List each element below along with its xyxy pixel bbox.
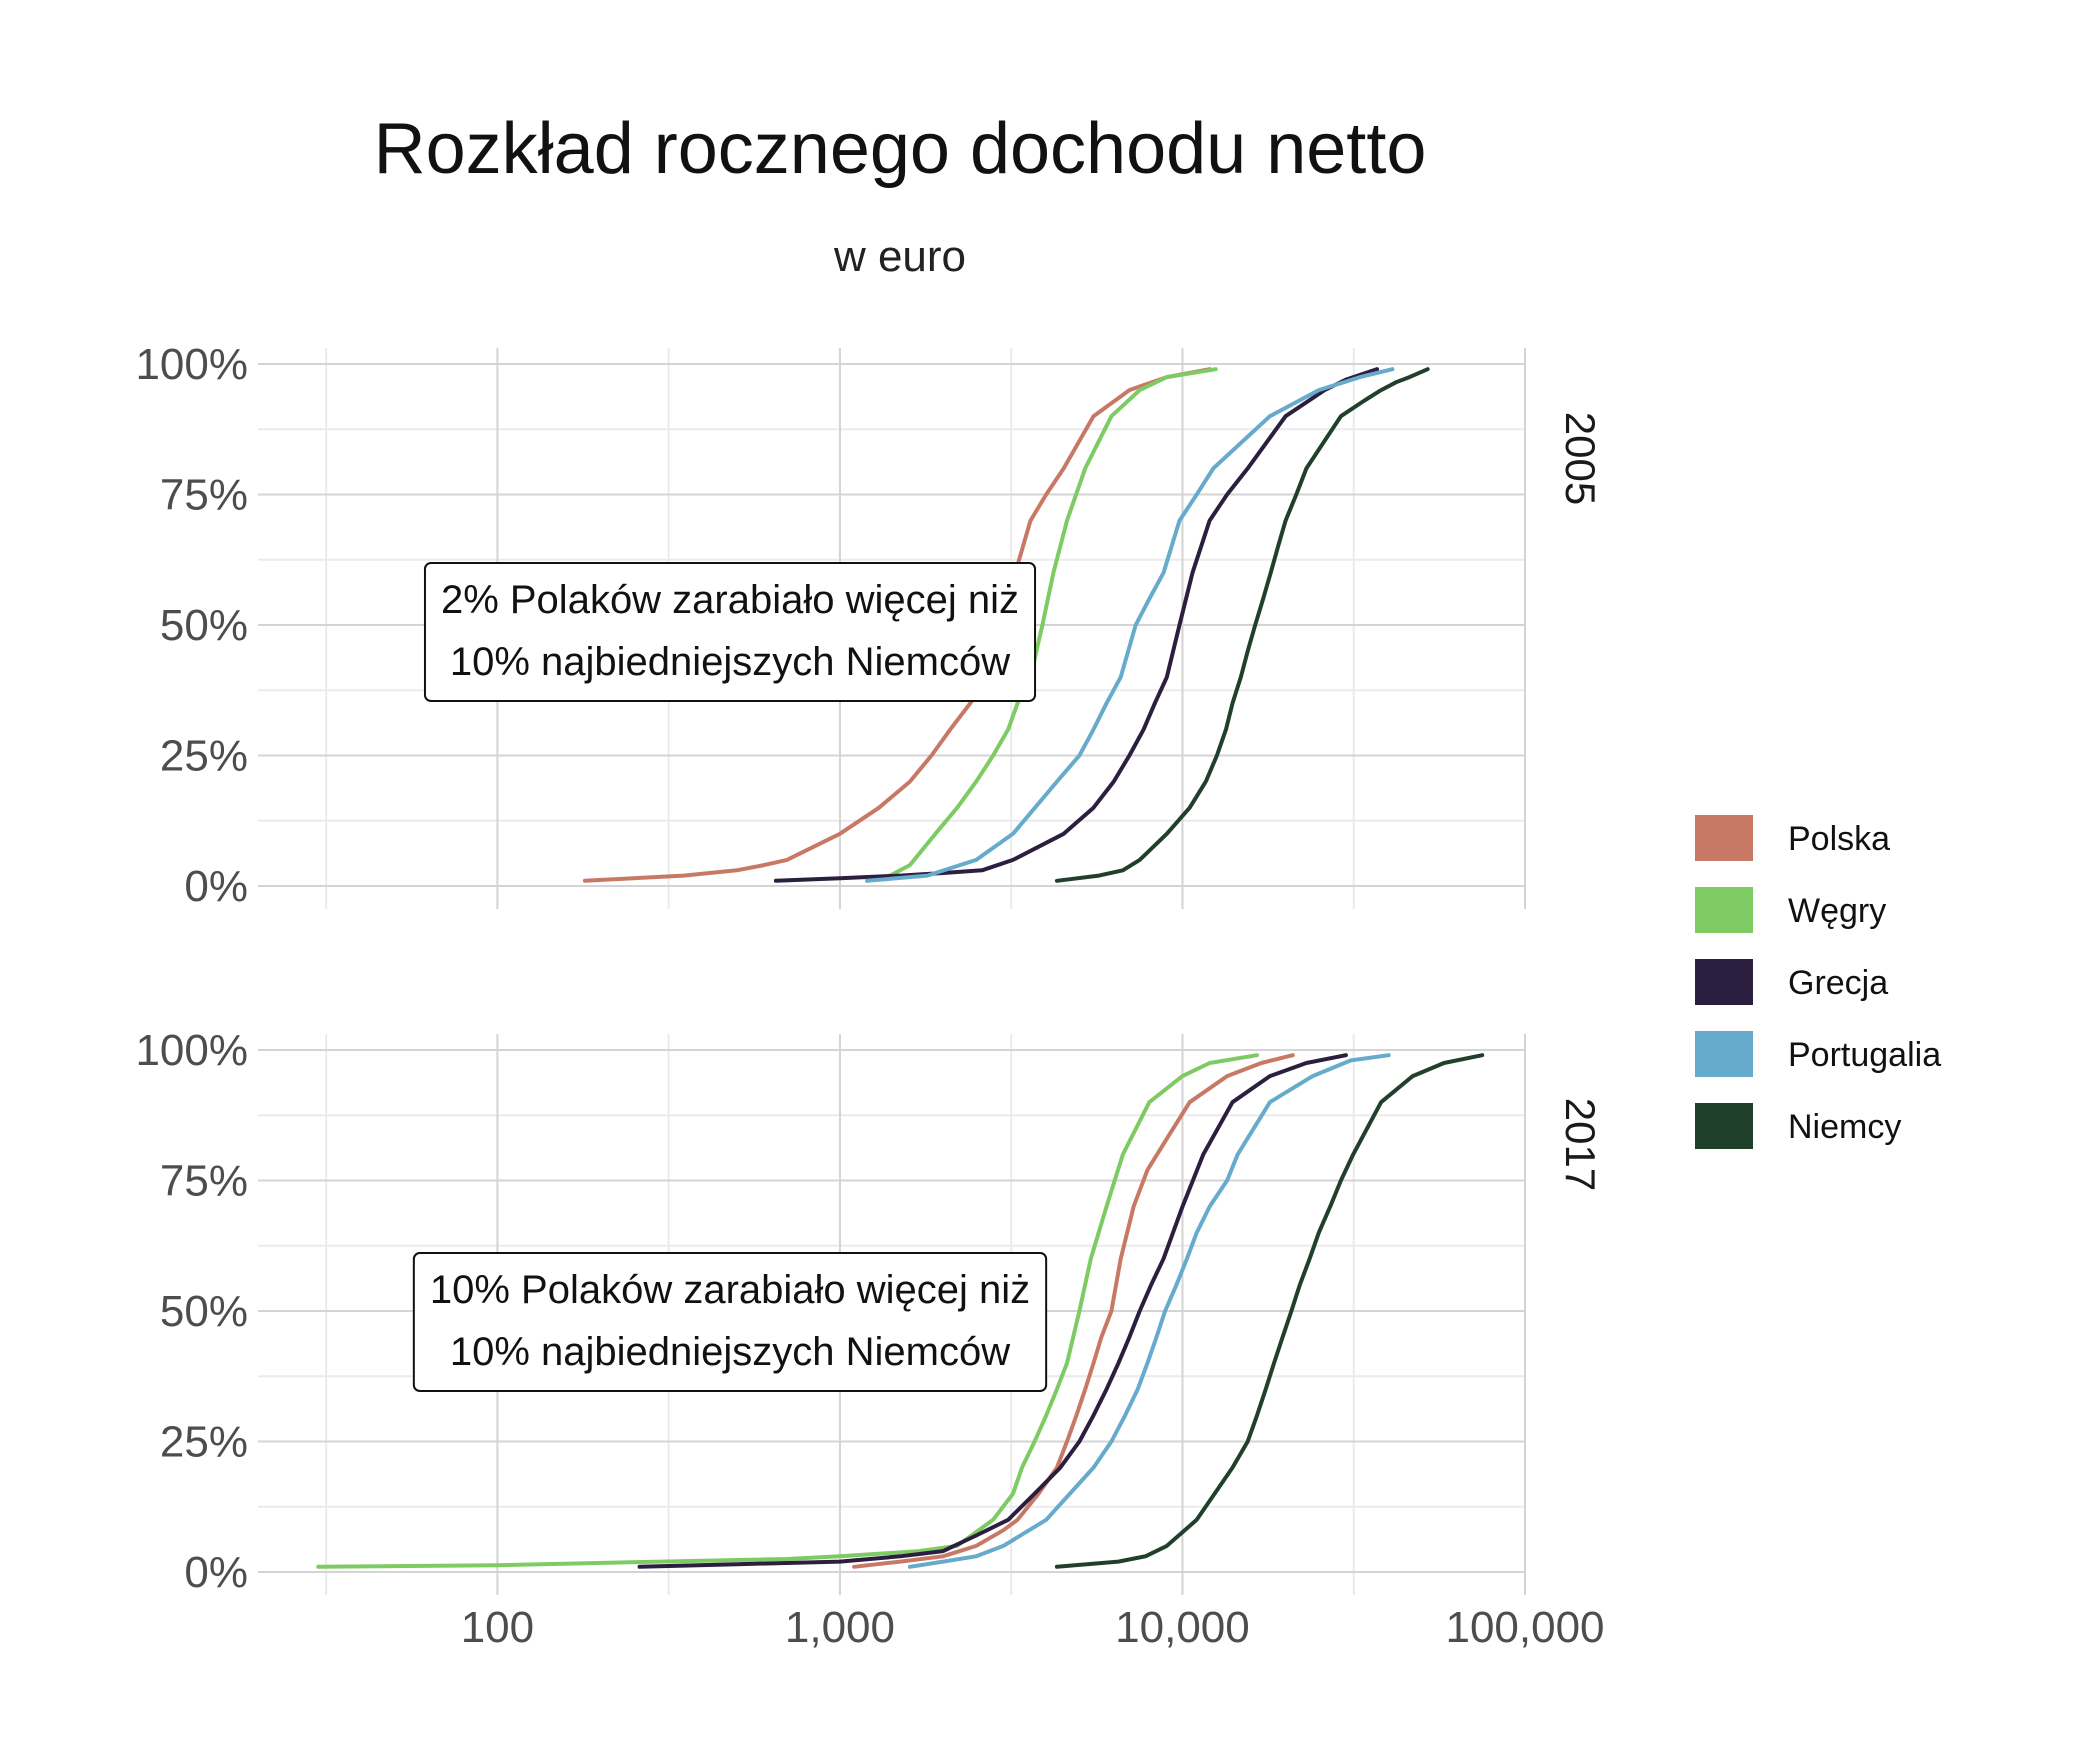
legend-swatch xyxy=(1695,1031,1753,1077)
y-tick-label: 100% xyxy=(135,1026,248,1075)
x-tick-label: 10,000 xyxy=(1115,1603,1250,1652)
y-tick-label: 75% xyxy=(160,471,248,520)
legend: Polska Węgry Grecja Portugalia Niemcy xyxy=(1695,815,1941,1149)
y-tick-label: 75% xyxy=(160,1157,248,1206)
x-tick-label: 1,000 xyxy=(785,1603,895,1652)
series-line-portugalia xyxy=(907,1053,1391,1569)
annotation-text: 10% najbiedniejszych Niemców xyxy=(450,1330,1010,1374)
series-line-polska xyxy=(582,367,1212,883)
annotation-text: 10% Polaków zarabiało więcej niż xyxy=(430,1268,1030,1312)
legend-label: Portugalia xyxy=(1788,1036,1941,1074)
annotation-box xyxy=(412,1252,1048,1392)
series-line-niemcy xyxy=(1054,367,1430,883)
series-line-grecja xyxy=(773,367,1380,883)
annotation-box xyxy=(423,562,1037,702)
strip-label-2017: 2017 xyxy=(1557,1098,1604,1191)
legend-swatch xyxy=(1695,887,1753,933)
y-tick-label: 0% xyxy=(184,862,248,911)
x-tick-label: 100 xyxy=(461,1603,534,1652)
y-tick-label: 50% xyxy=(160,601,248,650)
y-tick-label: 50% xyxy=(160,1287,248,1336)
y-tick-label: 25% xyxy=(160,732,248,781)
legend-label: Polska xyxy=(1788,820,1890,858)
series-line-niemcy xyxy=(1054,1053,1485,1569)
y-tick-label: 100% xyxy=(135,340,248,389)
legend-label: Grecja xyxy=(1788,964,1888,1002)
chart-title: Rozkład rocznego dochodu netto xyxy=(373,109,1427,189)
series-line-portugalia xyxy=(865,367,1395,883)
strip-label-2005: 2005 xyxy=(1557,412,1604,505)
series-line-grecja xyxy=(637,1053,1348,1569)
y-tick-label: 0% xyxy=(184,1548,248,1597)
legend-label: Niemcy xyxy=(1788,1108,1901,1146)
y-tick-label: 25% xyxy=(160,1418,248,1467)
legend-swatch xyxy=(1695,959,1753,1005)
x-axis: 100 1,000 10,000 100,000 xyxy=(461,1603,1605,1652)
panel-2005: 0% 25% 50% 75% 100% 2005 2% Polaków zarabiało … xyxy=(135,340,1604,911)
series-line-polska xyxy=(852,1053,1295,1569)
series-line-węgry xyxy=(316,1053,1259,1569)
x-tick-label: 100,000 xyxy=(1445,1603,1604,1652)
annotation-2017: 10% Polaków zarabiało więcej niż 10% najb… xyxy=(412,1252,1048,1392)
legend-label: Węgry xyxy=(1788,892,1886,930)
legend-swatch xyxy=(1695,1103,1753,1149)
chart-subtitle: w euro xyxy=(833,232,967,281)
legend-swatch xyxy=(1695,815,1753,861)
annotation-text: 2% Polaków zarabiało więcej niż xyxy=(441,578,1019,622)
panel-2017: 0% 25% 50% 75% 100% 2017 10% Polaków zarabiało… xyxy=(135,1026,1604,1597)
annotation-2005: 2% Polaków zarabiało więcej niż 10% najbi… xyxy=(423,562,1037,702)
annotation-text: 10% najbiedniejszych Niemców xyxy=(450,640,1010,684)
